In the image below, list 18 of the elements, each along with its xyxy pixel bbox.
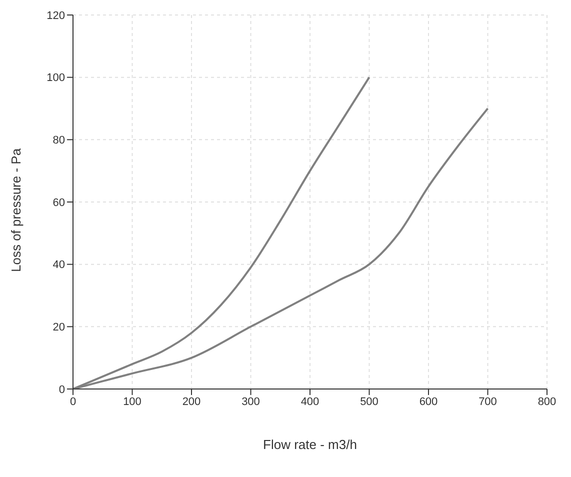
x-tick-label: 600: [419, 396, 438, 408]
x-tick-label: 0: [70, 396, 76, 408]
y-tick-label: 20: [52, 322, 65, 334]
x-tick-label: 800: [538, 396, 556, 408]
x-tick-label: 200: [182, 396, 201, 408]
x-tick-label: 100: [123, 396, 142, 408]
y-tick-label: 0: [58, 384, 65, 396]
y-axis-title: Loss of pressure - Pa: [8, 148, 24, 272]
y-tick-label: 40: [52, 259, 65, 272]
y-tick-label: 80: [52, 134, 65, 147]
x-tick-label: 500: [360, 396, 378, 408]
y-tick-label: 120: [46, 10, 65, 22]
x-tick-label: 300: [242, 396, 260, 408]
x-axis-title: Flow rate - m3/h: [263, 437, 357, 452]
y-tick-label: 60: [52, 196, 65, 209]
x-tick-label: 400: [300, 396, 320, 408]
x-tick-label: 700: [478, 396, 497, 408]
y-tick-label: 100: [46, 72, 65, 84]
